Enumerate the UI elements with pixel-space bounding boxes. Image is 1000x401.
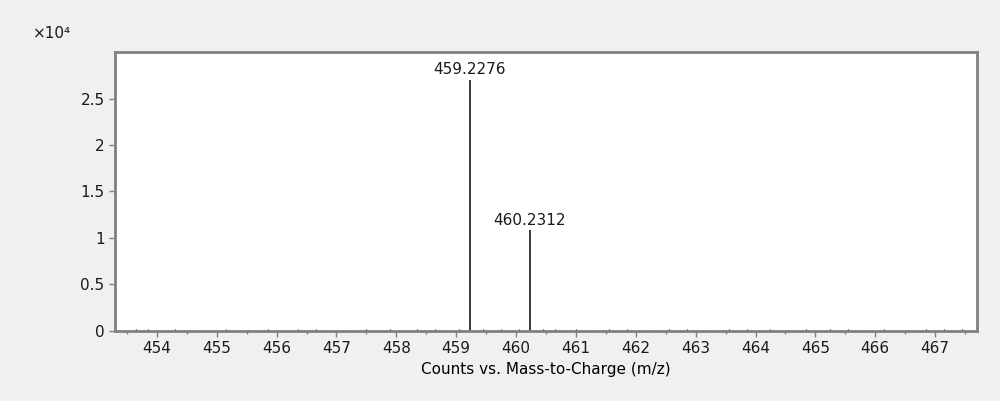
Text: 459.2276: 459.2276 — [434, 62, 506, 77]
X-axis label: Counts vs. Mass-to-Charge (m/z): Counts vs. Mass-to-Charge (m/z) — [421, 362, 671, 377]
Text: 460.2312: 460.2312 — [494, 213, 566, 228]
Text: ×10⁴: ×10⁴ — [33, 26, 71, 41]
